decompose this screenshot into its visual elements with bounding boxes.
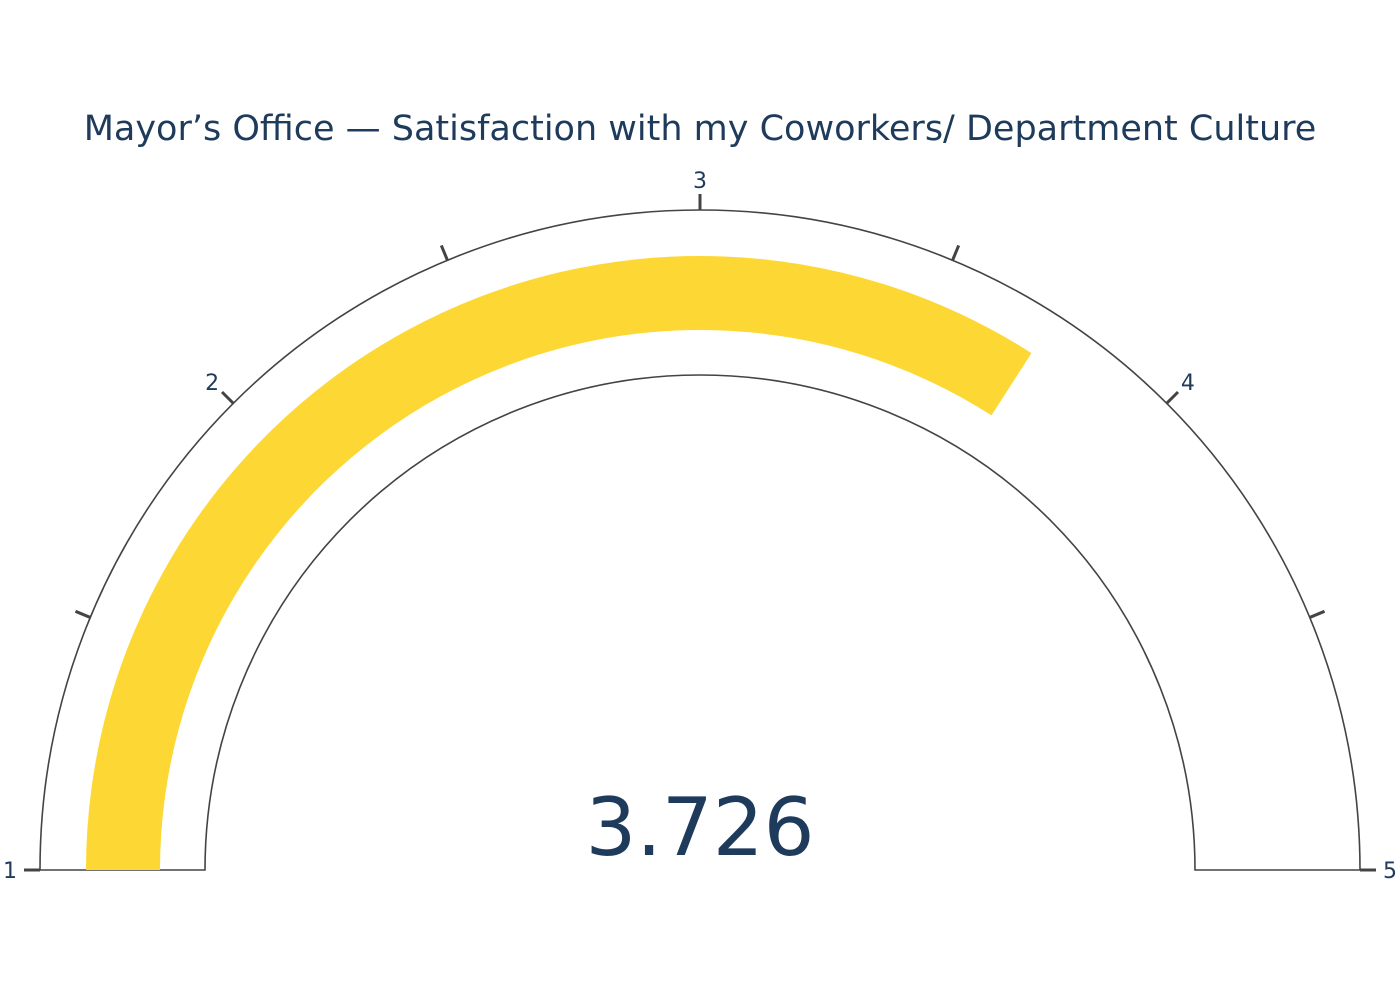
gauge-value-number: 3.726: [585, 781, 814, 874]
gauge-axis-ticks: [24, 194, 1376, 872]
gauge-outline: [39, 209, 1361, 871]
chart-title: Mayor’s Office — Satisfaction with my Co…: [84, 109, 1317, 149]
gauge-tick-label: 3: [693, 169, 707, 194]
gauge-tick-label: 4: [1181, 371, 1195, 396]
gauge-tick-label: 2: [205, 371, 219, 396]
gauge-tick: [1309, 609, 1326, 619]
gauge-value-bar: [86, 255, 1032, 871]
gauge-tick: [439, 244, 449, 261]
gauge-tick: [1165, 390, 1180, 405]
gauge-axis-tick-labels: 1 2 3 4 5: [3, 169, 1397, 884]
gauge-tick: [220, 390, 235, 405]
gauge-tick-label: 5: [1383, 859, 1397, 884]
gauge-tick-label: 1: [3, 859, 17, 884]
gauge-tick: [74, 609, 91, 619]
gauge-tick: [951, 244, 961, 261]
